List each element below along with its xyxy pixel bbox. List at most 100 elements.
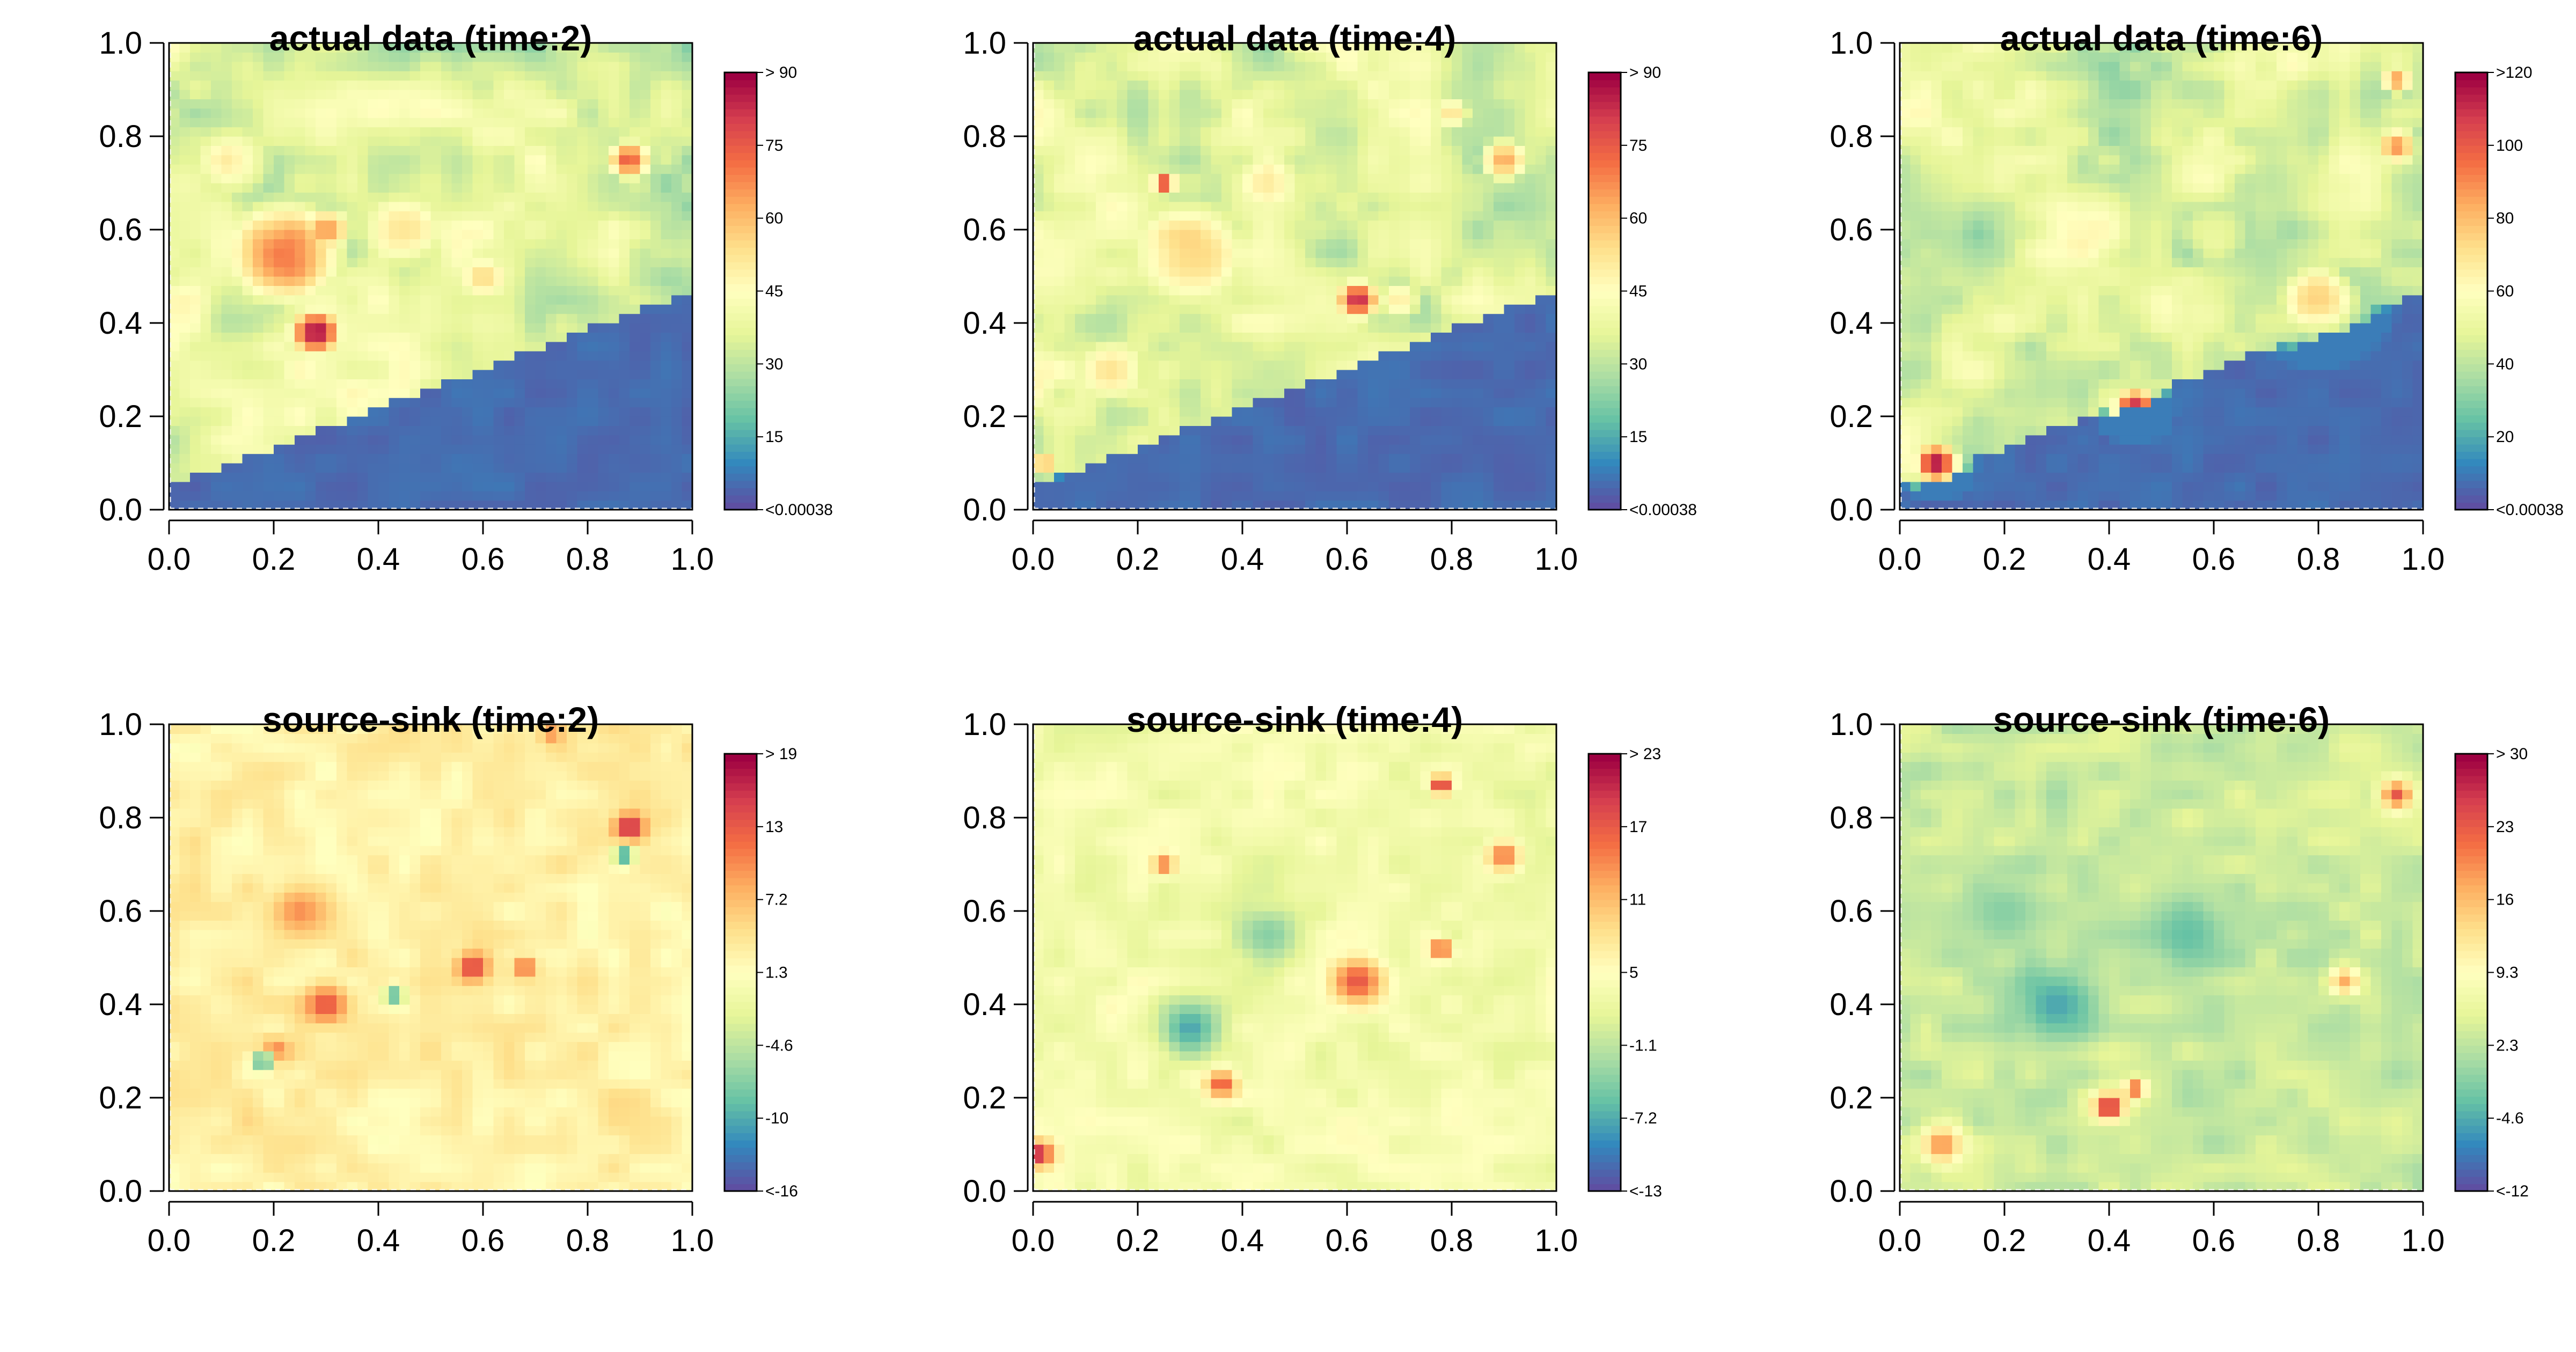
heatmap-cell — [1117, 71, 1128, 81]
heatmap-cell — [1305, 435, 1316, 445]
heatmap-cell — [451, 220, 463, 230]
heatmap-cell — [1075, 80, 1086, 90]
heatmap-cell — [556, 370, 567, 379]
heatmap-cell — [671, 108, 683, 118]
heatmap-cell — [1410, 398, 1421, 408]
heatmap-cell — [1148, 313, 1159, 324]
heatmap-cell — [556, 99, 567, 109]
heatmap-cell — [1326, 304, 1337, 314]
heatmap-cell — [368, 304, 379, 314]
heatmap-cell — [1148, 230, 1159, 239]
colorbar-swatch — [724, 203, 757, 211]
heatmap-cell — [1221, 61, 1233, 71]
heatmap-cell — [661, 248, 672, 258]
heatmap-cell — [451, 117, 463, 128]
heatmap-cell — [1221, 407, 1233, 417]
heatmap-cell — [1284, 276, 1296, 286]
heatmap-cell — [1378, 108, 1389, 118]
heatmap-cell — [1441, 145, 1452, 156]
heatmap-cell — [326, 43, 337, 53]
heatmap-cell — [1106, 201, 1117, 211]
heatmap-cell — [409, 211, 421, 221]
heatmap-cell — [640, 192, 651, 202]
heatmap-cell — [221, 295, 232, 305]
heatmap-cell — [1504, 258, 1515, 268]
heatmap-cell — [1148, 276, 1159, 286]
heatmap-cell — [588, 71, 599, 81]
heatmap-cell — [242, 341, 253, 351]
heatmap-cell — [399, 407, 411, 417]
heatmap-cell — [1284, 192, 1296, 202]
heatmap-cell — [1525, 192, 1536, 202]
heatmap-cell — [1253, 472, 1264, 482]
heatmap-cell — [1127, 164, 1138, 174]
heatmap-cell — [1211, 491, 1222, 501]
heatmap-cell — [441, 192, 452, 202]
heatmap-cell — [619, 201, 630, 211]
heatmap-cell — [232, 276, 243, 286]
heatmap-cell — [1305, 108, 1316, 118]
heatmap-cell — [1138, 435, 1149, 445]
heatmap-cell — [1064, 192, 1075, 202]
heatmap-cell — [483, 145, 494, 156]
heatmap-cell — [1106, 80, 1117, 90]
heatmap-cell — [483, 267, 494, 277]
heatmap-cell — [1232, 407, 1243, 417]
heatmap-cell — [1106, 248, 1117, 258]
heatmap-cell — [253, 332, 264, 342]
heatmap-cell — [609, 491, 620, 501]
heatmap-cell — [1232, 61, 1243, 71]
heatmap-cell — [1127, 341, 1138, 351]
heatmap-cell — [535, 407, 546, 417]
heatmap-cell — [1389, 463, 1400, 473]
heatmap-cell — [211, 127, 222, 137]
heatmap-cell — [1253, 239, 1264, 249]
heatmap-cell — [1033, 192, 1044, 202]
heatmap-cell — [1504, 90, 1515, 99]
heatmap-cell — [420, 388, 431, 398]
heatmap-cell — [1159, 444, 1170, 454]
heatmap-cell — [546, 173, 557, 183]
heatmap-cell — [1201, 425, 1212, 436]
heatmap-cell — [305, 80, 316, 90]
heatmap-cell — [1347, 463, 1358, 473]
heatmap-cell — [640, 341, 651, 351]
heatmap-cell — [1420, 145, 1431, 156]
heatmap-cell — [1504, 453, 1515, 464]
heatmap-cell — [1075, 304, 1086, 314]
heatmap-cell — [619, 425, 630, 436]
heatmap-cell — [399, 211, 411, 221]
heatmap-cell — [389, 491, 400, 501]
heatmap-cell — [284, 285, 295, 296]
heatmap-cell — [1420, 295, 1431, 305]
heatmap-cell — [556, 164, 567, 174]
heatmap-cell — [671, 90, 683, 99]
heatmap-cell — [316, 164, 327, 174]
heatmap-cell — [472, 71, 484, 81]
heatmap-cell — [1054, 164, 1065, 174]
heatmap-cell — [640, 491, 651, 501]
heatmap-cell — [336, 211, 348, 221]
heatmap-cell — [483, 248, 494, 258]
heatmap-cell — [1525, 481, 1536, 491]
heatmap-cell — [179, 173, 191, 183]
heatmap-cell — [1357, 425, 1368, 436]
heatmap-cell — [567, 52, 578, 62]
heatmap-cell — [420, 99, 431, 109]
heatmap-cell — [1159, 239, 1170, 249]
heatmap-cell — [399, 117, 411, 128]
heatmap-cell — [1410, 164, 1421, 174]
heatmap-cell — [211, 341, 222, 351]
heatmap-cell — [1054, 276, 1065, 286]
heatmap-cell — [1378, 313, 1389, 324]
heatmap-cell — [430, 500, 442, 510]
heatmap-cell — [682, 341, 693, 351]
heatmap-cell — [1211, 472, 1222, 482]
heatmap-cell — [295, 388, 306, 398]
heatmap-cell — [357, 239, 369, 249]
heatmap-cell — [546, 211, 557, 221]
heatmap-cell — [1253, 313, 1264, 324]
heatmap-cell — [284, 239, 295, 249]
heatmap-cell — [378, 145, 390, 156]
heatmap-cell — [671, 136, 683, 146]
